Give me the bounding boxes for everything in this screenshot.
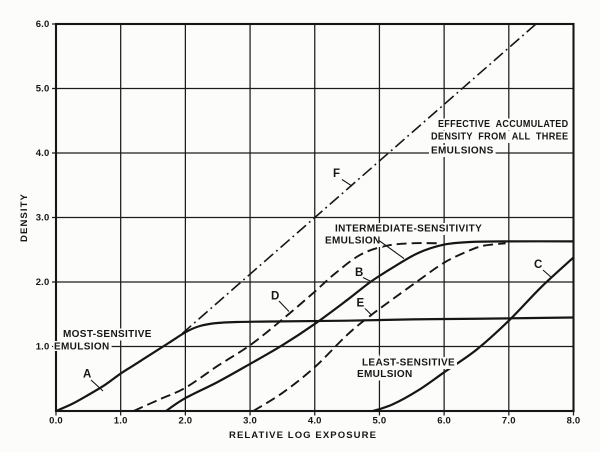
x-axis-title: RELATIVE LOG EXPOSURE <box>229 430 377 441</box>
x-tick-label-4.0: 4.0 <box>308 416 322 427</box>
tick-labels: 0.0 1.0 2.0 3.0 4.0 5.0 6.0 7.0 8.0 1.0 2.0 3.0 4.0 5… <box>36 19 581 427</box>
annotation-most-sensitive-mask <box>61 328 154 341</box>
curve-label-E-pointer-line <box>364 307 372 315</box>
annotation-least-sensitive-mask <box>360 357 457 369</box>
annotation-most-sensitive-line2: EMULSION <box>54 342 110 353</box>
curve-F <box>181 23 537 335</box>
annotation-effective-accumulated-line3: EMULSIONS <box>431 146 494 157</box>
curve-A <box>55 316 574 413</box>
annotation-intermediate-sensitivity-line1: INTERMEDIATE-SENSITIVITY <box>335 223 482 234</box>
curve-C <box>372 256 575 413</box>
annotation-effective-accumulated-mask <box>429 131 571 143</box>
annotation-least-sensitive-line1: LEAST-SENSITIVE <box>362 358 455 369</box>
curve-label-C-pointer-line <box>542 269 552 278</box>
annotation-intermediate-sensitivity-line2: EMULSION <box>325 235 381 246</box>
annotation-effective-accumulated-line1: EFFECTIVE ACCUMULATED <box>438 119 569 130</box>
y-tick-label-5.0: 5.0 <box>36 83 50 94</box>
x-tick-label-8.0: 8.0 <box>567 416 581 427</box>
annotation-least-sensitive-line2: EMULSION <box>357 369 413 380</box>
grid-lines <box>52 22 575 416</box>
annotation-most-sensitive-line1: MOST-SENSITIVE <box>63 329 152 340</box>
annotation-least-sensitive-mask <box>355 368 415 381</box>
x-tick-label-2.0: 2.0 <box>178 416 192 427</box>
x-tick-label-1.0: 1.0 <box>114 416 128 427</box>
x-tick-label-6.0: 6.0 <box>437 416 451 427</box>
annotation-intermediate-sensitivity-mask <box>333 223 485 235</box>
annotation-effective-accumulated-line2: DENSITY FROM ALL THREE <box>431 132 568 143</box>
curve-label-A-pointer-line <box>90 379 104 392</box>
x-tick-label-3.0: 3.0 <box>243 416 257 427</box>
y-tick-label-6.0: 6.0 <box>36 19 50 30</box>
curve-label-A: A <box>83 369 91 381</box>
curve-label-F-pointer-line <box>341 179 353 187</box>
curve-label-B: B <box>355 267 363 279</box>
annotation-most-sensitive-mask <box>58 341 112 353</box>
curve-E <box>252 242 506 412</box>
curve-B <box>165 240 574 412</box>
y-tick-label-3.0: 3.0 <box>36 212 50 223</box>
data-curves <box>55 23 575 413</box>
annotation-effective-accumulated-mask <box>429 145 496 157</box>
x-tick-label-7.0: 7.0 <box>502 416 516 427</box>
curve-label-E: E <box>356 298 364 310</box>
curve-label-D: D <box>271 290 279 302</box>
y-axis-title: DENSITY <box>19 193 30 242</box>
plot-border <box>54 22 575 413</box>
y-tick-label-2.0: 2.0 <box>36 277 50 288</box>
y-tick-label-4.0: 4.0 <box>36 148 50 159</box>
annotations: MOST-SENSITIVEEMULSIONINTERMEDIATE-SENSI… <box>52 118 571 392</box>
curve-label-C: C <box>534 259 542 271</box>
annotation-intermediate-sensitivity-mask <box>323 235 383 247</box>
curve-label-F: F <box>333 168 340 180</box>
annotation-intermediate-sensitivity-pointer-line <box>378 240 405 259</box>
x-tick-label-5.0: 5.0 <box>373 416 387 427</box>
y-tick-label-1.0: 1.0 <box>36 341 50 352</box>
curve-label-D-pointer-line <box>278 300 290 312</box>
curve-label-B-pointer-line <box>362 276 372 282</box>
curve-D <box>133 242 441 412</box>
x-tick-label-0.0: 0.0 <box>49 416 63 427</box>
annotation-effective-accumulated-mask <box>436 118 571 131</box>
